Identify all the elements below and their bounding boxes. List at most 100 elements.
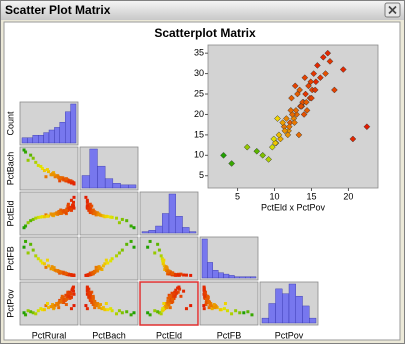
histogram-bar	[261, 317, 269, 324]
point	[52, 212, 56, 216]
point	[207, 306, 211, 310]
histogram-bar	[97, 165, 106, 189]
point	[169, 298, 173, 302]
point	[50, 213, 54, 217]
point	[87, 294, 91, 298]
point	[222, 307, 226, 311]
point	[58, 179, 62, 183]
point	[39, 307, 43, 311]
point	[91, 208, 95, 212]
point	[56, 212, 60, 216]
histogram-bar	[282, 293, 290, 324]
point	[67, 273, 71, 277]
close-button[interactable]	[384, 2, 401, 18]
point	[71, 289, 75, 293]
point	[146, 245, 150, 249]
point	[90, 204, 94, 208]
point	[55, 211, 59, 215]
point	[91, 303, 95, 307]
point	[44, 265, 48, 269]
point	[72, 304, 76, 308]
point	[184, 273, 188, 277]
point	[162, 258, 166, 262]
detail-point	[339, 66, 347, 73]
histogram-bar	[295, 295, 303, 324]
detail-point	[311, 86, 319, 94]
point	[165, 306, 169, 310]
detail-point	[303, 107, 311, 114]
histogram-bar	[223, 273, 230, 279]
point	[31, 217, 35, 221]
detail-point	[314, 62, 321, 69]
detail-point	[295, 131, 303, 139]
point	[153, 309, 157, 313]
histogram-bar	[27, 137, 33, 144]
point	[66, 208, 70, 212]
point	[71, 273, 75, 277]
point	[182, 273, 186, 277]
point	[64, 293, 68, 297]
point	[31, 156, 35, 160]
point	[202, 304, 206, 308]
point	[178, 287, 182, 291]
point	[161, 262, 165, 266]
detail-point	[253, 147, 261, 155]
point	[250, 313, 254, 317]
histogram-bar	[64, 111, 71, 144]
detail-point	[282, 115, 290, 122]
point	[85, 273, 89, 277]
point	[173, 273, 177, 277]
point	[173, 294, 177, 298]
detail-point	[268, 143, 276, 151]
histogram-bar	[128, 184, 137, 189]
detail-point	[312, 78, 320, 86]
histogram-bar	[268, 303, 276, 324]
histogram-bar	[212, 270, 219, 279]
point	[162, 306, 166, 310]
y-tick-label: 30	[194, 68, 204, 78]
point	[29, 310, 33, 314]
point	[204, 303, 208, 307]
point	[184, 307, 188, 311]
detail-point	[310, 70, 318, 77]
point	[97, 266, 101, 270]
point	[120, 311, 124, 315]
point	[69, 179, 73, 183]
point	[62, 298, 66, 302]
point	[246, 310, 250, 314]
point	[66, 202, 70, 206]
histogram-bar	[175, 216, 183, 234]
point	[40, 167, 44, 171]
point	[47, 170, 50, 174]
x-tick-label: 5	[235, 191, 240, 201]
point	[85, 307, 89, 311]
point	[62, 271, 66, 275]
point	[172, 296, 176, 300]
point	[169, 271, 173, 275]
point	[223, 302, 227, 306]
detail-point	[274, 115, 281, 122]
column-label: PctBach	[92, 330, 126, 340]
point	[44, 175, 48, 179]
point	[120, 248, 124, 252]
point	[52, 306, 56, 310]
point	[85, 288, 89, 292]
y-tick-label: 20	[194, 109, 204, 119]
point	[36, 257, 40, 261]
point	[39, 164, 43, 168]
point	[177, 273, 181, 277]
point	[202, 288, 206, 292]
point	[42, 169, 46, 173]
histogram-bar	[38, 134, 44, 144]
point	[177, 285, 181, 289]
point	[206, 294, 210, 298]
point	[71, 204, 75, 208]
detail-point	[265, 156, 272, 163]
point	[62, 209, 66, 213]
point	[165, 302, 169, 306]
point	[50, 173, 54, 177]
point	[69, 295, 73, 299]
point	[117, 251, 121, 255]
point	[24, 239, 28, 243]
point	[42, 215, 46, 219]
